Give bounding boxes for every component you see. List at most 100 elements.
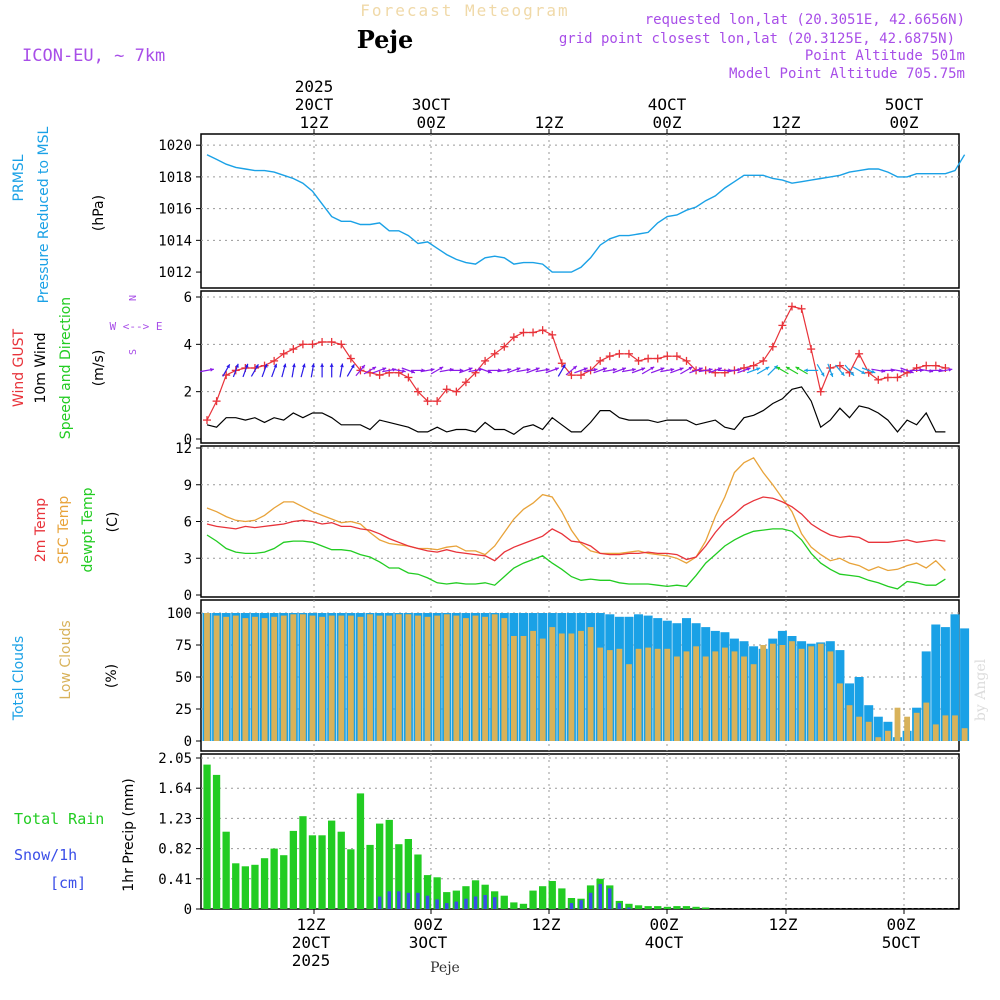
cloud-labels: Total Clouds Low Clouds (%) <box>11 620 120 721</box>
rain-bar <box>251 864 259 909</box>
arrow-head <box>660 367 665 371</box>
top-time-label: 3OCT <box>412 95 451 114</box>
wind-gust-marker <box>279 349 288 358</box>
wind-ytick-label: 4 <box>184 337 192 353</box>
low-cloud-bar <box>357 616 364 741</box>
low-cloud-bar <box>520 636 527 741</box>
wind-gust-marker <box>212 397 221 406</box>
wind-direction-arrow <box>281 363 287 378</box>
prmsl-label: PRMSL <box>11 154 27 201</box>
arrow-head <box>235 363 239 368</box>
arrow-head <box>282 363 287 368</box>
low-cloud-bar <box>386 615 393 741</box>
wind-gust-marker <box>538 326 547 335</box>
low-cloud-bar <box>616 648 623 741</box>
snow-unit-label: [cm] <box>50 874 86 892</box>
low-cloud-bar <box>606 650 613 741</box>
low-cloud-bar <box>654 648 661 741</box>
sfc-temp-label: SFC Temp <box>56 496 72 565</box>
rain-bar <box>318 835 326 909</box>
arrow-head <box>612 367 617 372</box>
snow-bar <box>493 897 497 909</box>
rain-bar <box>443 892 451 909</box>
clouds-panel: 0 25 50 75 100 <box>167 599 970 752</box>
temperature-ytick-label: 3 <box>184 551 192 567</box>
arrow-head <box>785 366 790 371</box>
arrow-head <box>535 367 540 371</box>
arrow-head <box>292 363 296 368</box>
wind-ytick-label: 2 <box>184 385 192 401</box>
wind-gust-marker <box>768 342 777 351</box>
snow-bar <box>598 884 602 909</box>
t2m-label: 2m Temp <box>33 498 49 562</box>
wind-direction-arrow <box>459 367 473 374</box>
wind-direction-arrow <box>631 367 646 374</box>
rain-label: Total Rain <box>14 810 104 828</box>
low-cloud-bar <box>482 616 488 741</box>
precip-ytick-label: 0 <box>184 902 192 918</box>
snow-bar <box>569 903 574 909</box>
low-cloud-bar <box>271 616 278 741</box>
total-cloud-bar <box>931 624 941 741</box>
wind-gust-marker <box>529 328 538 337</box>
wind-gust-marker <box>481 356 490 365</box>
low-clouds-label: Low Clouds <box>58 620 74 699</box>
low-cloud-bar <box>750 664 757 741</box>
wind-direction-arrow <box>329 363 334 378</box>
arrow-head <box>244 363 249 368</box>
wind-direction-arrow <box>583 367 598 373</box>
compass-n: N <box>128 295 139 301</box>
low-cloud-bar <box>453 615 460 741</box>
low-cloud-bar <box>894 707 901 741</box>
arrow-head <box>650 366 655 371</box>
arrow-head <box>263 363 268 368</box>
point-altitude: Point Altitude 501m <box>805 48 965 64</box>
arrow-head <box>804 368 808 373</box>
arrow-head <box>311 363 315 368</box>
clouds-ytick-label: 25 <box>175 702 192 718</box>
low-cloud-bar <box>923 702 930 741</box>
temperature-ytick-label: 0 <box>184 588 192 604</box>
low-cloud-bar <box>348 615 354 741</box>
pressure-ytick-label: 1016 <box>158 202 192 218</box>
wind-direction-arrow <box>261 363 268 378</box>
rain-bar <box>404 839 412 909</box>
rain-bar <box>510 902 518 909</box>
rain-bar <box>462 886 470 909</box>
low-cloud-bar <box>856 716 862 741</box>
total-cloud-bar <box>960 628 970 741</box>
low-cloud-bar <box>290 614 297 741</box>
wind-direction-arrow <box>222 363 231 377</box>
arrow-head <box>632 367 636 372</box>
rain-bar <box>395 844 403 909</box>
low-cloud-bar <box>558 633 565 741</box>
wind-direction-arrow <box>565 365 578 376</box>
arrow-head <box>320 363 324 367</box>
snow-bar <box>445 903 449 909</box>
wind-gust-marker <box>500 342 509 351</box>
rain-bar <box>414 854 422 909</box>
arrow-head <box>507 367 512 372</box>
wind-direction-arrow <box>363 366 377 375</box>
wind-labels: Wind GUST 10m Wind Speed and Direction (… <box>11 295 162 439</box>
rain-bar <box>625 903 633 909</box>
precip-labels: Total Rain Snow/1h [cm] 1hr Precip (mm) <box>14 778 137 892</box>
arrow-head <box>840 371 845 376</box>
rain-bar <box>356 793 365 909</box>
sfc-temp-line <box>206 456 946 572</box>
top-time-label: 12Z <box>300 113 329 132</box>
clouds-ytick-label: 100 <box>167 606 192 622</box>
arrow-head <box>329 363 334 367</box>
footer-location: Peje <box>430 960 460 976</box>
wind-gust-marker <box>797 304 806 313</box>
arrow-head <box>554 367 559 371</box>
low-cloud-bar <box>702 656 709 741</box>
wind-gust-marker <box>634 356 643 365</box>
compass-s: S <box>128 349 139 355</box>
low-cloud-bar <box>261 618 268 741</box>
arrow-head <box>773 365 778 370</box>
temperature-ytick-label: 12 <box>175 441 192 457</box>
precip-ytick-label: 0.41 <box>158 872 192 888</box>
arrow-head <box>468 367 473 371</box>
